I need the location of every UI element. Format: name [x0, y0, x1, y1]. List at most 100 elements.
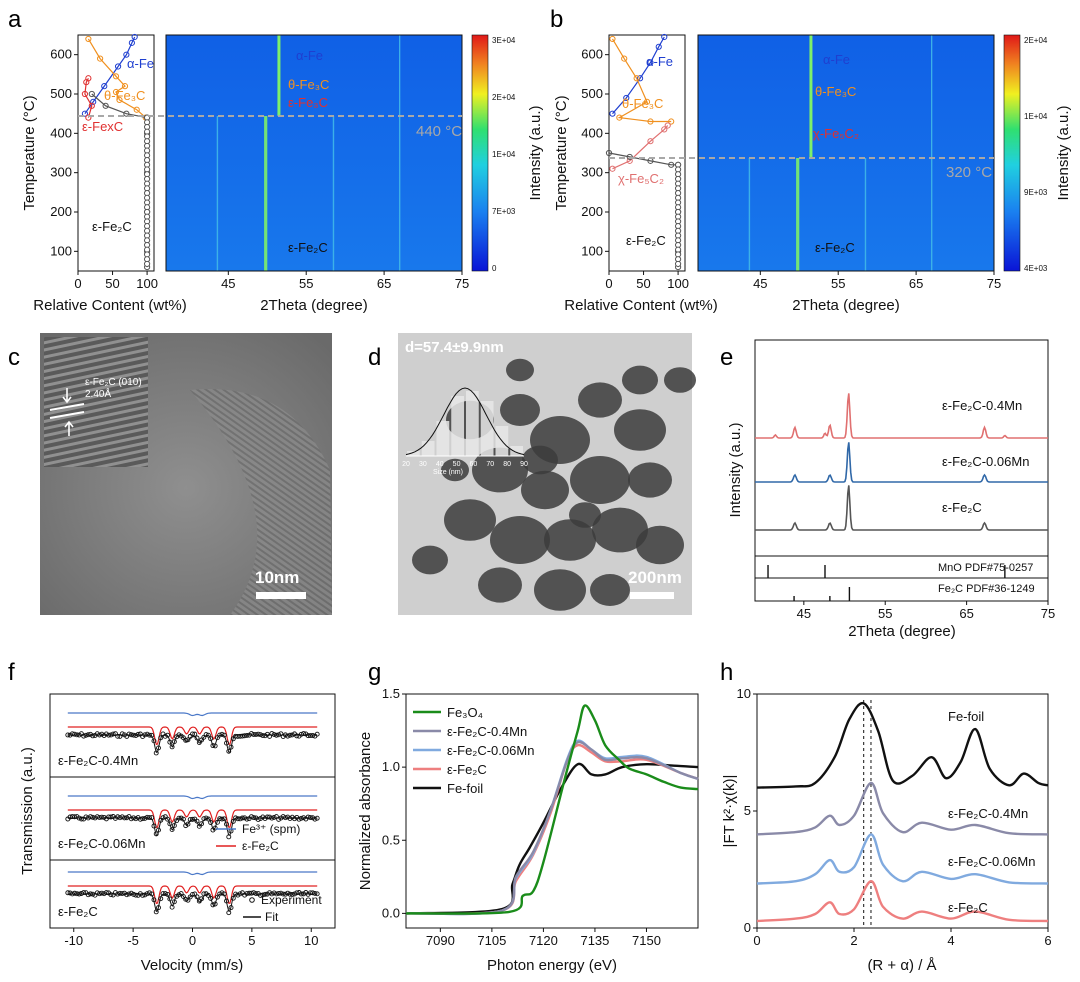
- panel-label-a: a: [8, 6, 22, 33]
- mossbauer-data-point: [78, 891, 84, 896]
- mossbauer-data-point: [67, 814, 73, 820]
- mossbauer-data-point: [221, 816, 227, 822]
- a-left-plot-xtick-label: 100: [136, 276, 158, 291]
- histogram-tick-label: 40: [436, 461, 444, 468]
- legend-label-ε-Fe2C-0.4Mn: ε-Fe₂C-0.4Mn: [447, 724, 527, 739]
- mossbauer-fit-curve: [67, 893, 318, 913]
- nanoparticle: [544, 519, 596, 561]
- c-scalebar-label: 10nm: [255, 568, 299, 587]
- b-left-ylabel: Temperature (°C): [553, 95, 570, 210]
- b-left-plot-ytick-label: 100: [581, 243, 603, 258]
- colorbar-tick-label: 9E+03: [1024, 188, 1048, 197]
- b-left-plot-ytick-label: 200: [581, 204, 603, 219]
- nanoparticle: [590, 574, 630, 606]
- g-ytick-label: 1.5: [382, 686, 400, 701]
- mossbauer-data-point: [115, 814, 121, 820]
- data-point-χ-Fe5C2: [647, 138, 654, 145]
- mossbauer-data-point: [271, 814, 277, 820]
- h-ytick-label: 5: [744, 803, 751, 818]
- f-ylabel: Transmission (a.u.): [19, 747, 36, 875]
- mossbauer-data-point: [271, 890, 277, 896]
- legend-label-Fe3O4: Fe₃O₄: [447, 705, 483, 720]
- data-point-θ-Fe3C: [133, 106, 140, 113]
- e-xtick-label: 75: [1041, 606, 1055, 621]
- mossbauer-data-point: [280, 814, 286, 820]
- data-point-ε-Fe2C: [668, 161, 675, 168]
- b-heat-label-theta: θ-Fe₃C: [815, 84, 856, 99]
- colorbar-tick-label: 7E+03: [492, 207, 516, 216]
- mossbauer-data-point: [162, 891, 168, 897]
- mossbauer-data-point: [90, 733, 96, 739]
- e-label-04mn: ε-Fe₂C-0.4Mn: [942, 398, 1022, 413]
- data-point-θ-Fe3C: [97, 55, 104, 62]
- a-heat-label-fe2c: ε-Fe₂C: [288, 240, 328, 255]
- mossbauer-data-point: [305, 814, 311, 820]
- legend-label-Fe-foil: Fe-foil: [447, 781, 483, 796]
- f-label-fe2c: ε-Fe₂C: [58, 904, 98, 919]
- mossbauer-data-point: [237, 733, 243, 739]
- data-point-eps-column: [674, 260, 682, 268]
- mossbauer-data-point: [135, 731, 141, 737]
- e-ref-mno-label: MnO PDF#75-0257: [938, 562, 1033, 574]
- mossbauer-data-point: [183, 896, 189, 902]
- a-transition-label: 440 °C: [416, 123, 462, 140]
- exafs-curve-ε-Fe2C-0.4Mn: [756, 781, 1049, 836]
- b-left-plot-xtick-label: 100: [667, 276, 689, 291]
- f-legend-spm: Fe³⁺ (spm): [242, 822, 300, 836]
- data-point-ε-FexC: [85, 75, 92, 82]
- mossbauer-data-point: [312, 890, 318, 896]
- panel-label-e: e: [720, 344, 733, 371]
- c-fringe-marker-1: [49, 403, 85, 411]
- mossbauer-data-point: [83, 814, 89, 820]
- xrd-pattern-ε-Fe2C: [755, 485, 1048, 531]
- c-arrow-down-icon: [62, 388, 72, 404]
- a-label-eps-fe2c: ε-Fe₂C: [92, 219, 132, 234]
- colorbar-tick-label: 2E+04: [1024, 36, 1048, 45]
- data-point-α-Fe: [623, 94, 630, 102]
- series-line-θ-Fe3C: [87, 38, 147, 119]
- f-plot: -10 -5 0 5 10: [64, 712, 320, 948]
- nanoparticle: [441, 458, 469, 482]
- mossbauer-data-point: [260, 733, 266, 739]
- nanoparticle: [614, 409, 666, 451]
- b-left-plot-ytick-label: 400: [581, 125, 603, 140]
- data-point-χ-Fe5C2: [661, 126, 668, 133]
- g-ytick-label: 1.0: [382, 759, 400, 774]
- b-left-xlabel: Relative Content (wt%): [564, 297, 717, 314]
- f-legend-fit: Fit: [265, 910, 279, 924]
- mossbauer-data-point: [124, 892, 130, 898]
- c-inset-lattice: [44, 337, 148, 467]
- colorbar-tick-label: 1E+04: [1024, 112, 1048, 121]
- histogram-tick-label: 80: [503, 461, 511, 468]
- mossbauer-data-point: [137, 816, 143, 822]
- panel-h: 0 2 4 6 0 5 10 Fe-foil ε-Fe₂C-0.4Mn ε-Fe₂C-0.0…: [721, 686, 1052, 974]
- mossbauer-data-point: [255, 817, 261, 822]
- mossbauer-data-point: [246, 890, 252, 896]
- a-heat-label-eps: ε-Fe₃C: [288, 95, 328, 110]
- mossbauer-data-point: [251, 890, 257, 896]
- a-label-alpha-fe: α-Fe: [127, 56, 154, 71]
- f-xtick-label: 10: [304, 933, 318, 948]
- panel-a: 0 50 100 100 200 300 400 500 600 Temperature (°C…: [21, 33, 544, 314]
- mossbauer-data-point: [305, 733, 311, 739]
- data-point-α-Fe: [131, 33, 138, 41]
- h-xtick-label: 4: [947, 933, 954, 948]
- panel-label-f: f: [8, 659, 15, 686]
- b-heat-lines-xtick-label: 65: [909, 276, 923, 291]
- mossbauer-data-point: [67, 890, 73, 896]
- mossbauer-data-point: [267, 814, 273, 820]
- b-left-plot-xtick-label: 0: [605, 276, 612, 291]
- mossbauer-data-point: [119, 731, 125, 737]
- mossbauer-data-point: [310, 890, 316, 896]
- a-heat-label-theta: θ-Fe₃C: [288, 77, 329, 92]
- e-xtick-label: 45: [797, 606, 811, 621]
- nanoparticle: [521, 470, 569, 510]
- nanoparticle: [570, 456, 630, 504]
- mossbauer-data-point: [314, 731, 320, 737]
- colorbar-tick-label: 3E+04: [492, 36, 516, 45]
- data-point-θ-Fe3C: [643, 98, 651, 105]
- c-inset-label-2: 2.40Å: [85, 387, 111, 400]
- data-point-α-Fe: [81, 110, 89, 117]
- mossbauer-data-point: [90, 814, 96, 820]
- b-colorbar: [1003, 34, 1021, 272]
